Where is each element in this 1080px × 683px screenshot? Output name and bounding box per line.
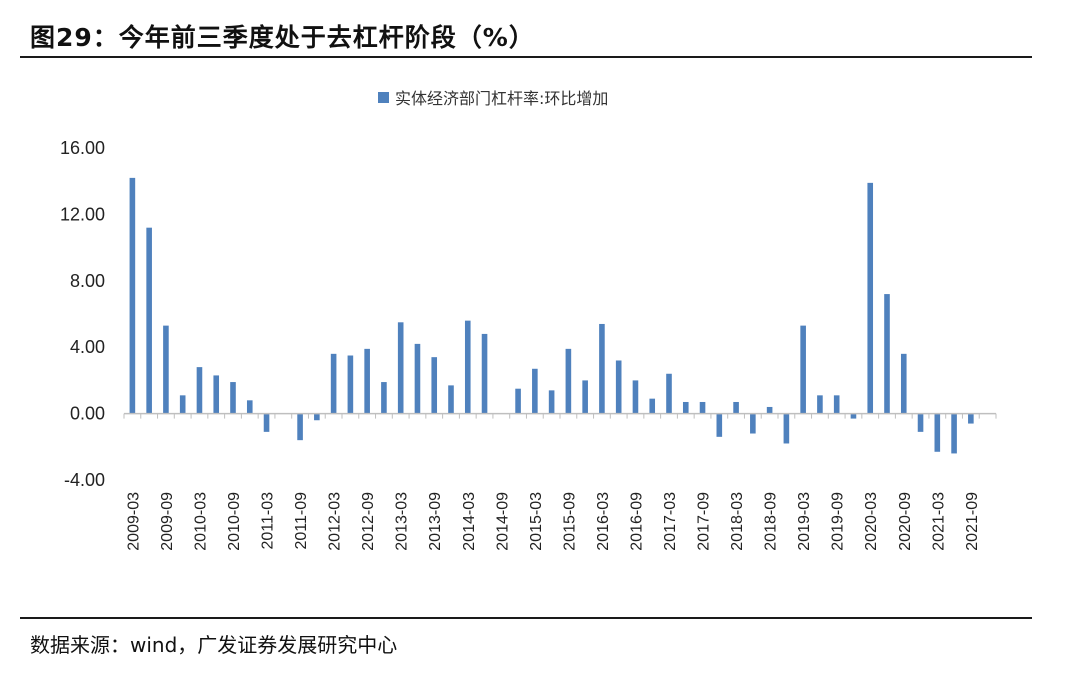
bar: [397, 322, 404, 414]
x-tick-label: 2017-09: [696, 492, 713, 551]
x-tick-label: 2010-03: [192, 492, 209, 551]
bar: [632, 380, 639, 414]
x-tick-label: 2009-03: [125, 492, 142, 551]
bar: [414, 343, 421, 414]
bar: [917, 413, 924, 432]
x-tick-label: 2017-03: [662, 492, 679, 551]
x-tick-label: 2013-09: [427, 492, 444, 551]
x-axis: 2009-03 2009-09 2010-03 2010-09 2011-03 2011-…: [123, 413, 997, 551]
bar: [213, 375, 220, 414]
bar: [733, 401, 739, 414]
bar: [884, 294, 890, 414]
bar: [867, 182, 874, 414]
y-tick-label: 12.00: [60, 204, 105, 224]
bar: [196, 367, 203, 414]
bar: [850, 413, 857, 419]
bar: [833, 395, 840, 414]
bar: [464, 320, 471, 414]
x-tick-label: 2019-09: [830, 492, 847, 551]
x-tick-label: 2016-03: [595, 492, 612, 551]
bottom-rule: [20, 617, 1032, 619]
bar: [716, 413, 723, 437]
bar: [481, 333, 488, 414]
bar: [699, 401, 706, 414]
bar: [179, 395, 186, 414]
bar: [146, 227, 152, 414]
bar: [783, 413, 790, 444]
x-tick-label: 2015-09: [561, 492, 578, 551]
top-rule: [20, 56, 1032, 58]
legend-label: 实体经济部门杠杆率:环比增加: [395, 89, 608, 108]
bar: [129, 177, 136, 414]
bar: [951, 413, 957, 454]
y-tick-label: 8.00: [70, 271, 105, 291]
bar: [431, 357, 438, 414]
x-tick-label: 2019-03: [796, 492, 813, 551]
x-tick-label: 2020-03: [863, 492, 880, 551]
x-tick-label: 2012-03: [327, 492, 344, 551]
x-tick-label: 2018-09: [763, 492, 780, 551]
bar: [297, 413, 303, 441]
y-tick-label: -4.00: [64, 470, 105, 490]
bar: [532, 368, 538, 414]
bar: [515, 388, 521, 414]
legend: 实体经济部门杠杆率:环比增加: [378, 89, 608, 108]
x-tick-label: 2021-09: [964, 492, 981, 551]
bar: [548, 390, 555, 414]
bar: [666, 373, 672, 414]
bar: [448, 385, 454, 414]
x-tick-label: 2014-09: [494, 492, 511, 551]
bar: [599, 323, 605, 414]
x-tick-label: 2015-03: [528, 492, 545, 551]
x-tick-label: 2020-09: [897, 492, 914, 551]
y-tick-label: 4.00: [70, 337, 105, 357]
x-tick-label: 2011-03: [260, 492, 277, 550]
y-tick-label: 0.00: [70, 404, 105, 424]
bar: [230, 382, 236, 414]
bar: [682, 401, 689, 414]
bar: [347, 355, 354, 414]
bar: [900, 353, 907, 414]
bar-series: [129, 177, 974, 454]
bar: [968, 413, 974, 424]
x-tick-label: 2011-09: [293, 492, 310, 550]
y-axis: 16.00 12.00 8.00 4.00 0.00 -4.00: [60, 138, 105, 490]
figure-title: 图29：今年前三季度处于去杠杆阶段（%）: [30, 23, 535, 52]
bar: [163, 325, 169, 414]
bar: [263, 413, 270, 432]
bar: [934, 413, 941, 452]
bar: [750, 413, 756, 434]
x-tick-label: 2014-03: [461, 492, 478, 551]
y-tick-label: 16.00: [60, 138, 105, 158]
bar: [649, 398, 656, 414]
legend-swatch: [378, 92, 389, 103]
x-tick-label: 2016-09: [628, 492, 645, 551]
bar: [582, 380, 588, 414]
bar: [364, 348, 370, 414]
x-tick-label: 2009-09: [159, 492, 176, 551]
bar: [381, 382, 387, 414]
x-tick-label: 2013-03: [394, 492, 411, 551]
bar: [314, 413, 320, 421]
bar: [330, 353, 337, 414]
bar: [246, 400, 253, 414]
bar: [817, 395, 823, 414]
x-tick-label: 2012-09: [360, 492, 377, 551]
x-tick-label: 2021-03: [930, 492, 947, 551]
bar: [800, 325, 806, 414]
source-note: 数据来源：wind，广发证券发展研究中心: [30, 633, 398, 657]
bar: [565, 348, 572, 414]
x-tick-label: 2010-09: [226, 492, 243, 551]
bar: [766, 406, 773, 414]
bar: [615, 360, 622, 414]
x-tick-label: 2018-03: [729, 492, 746, 551]
